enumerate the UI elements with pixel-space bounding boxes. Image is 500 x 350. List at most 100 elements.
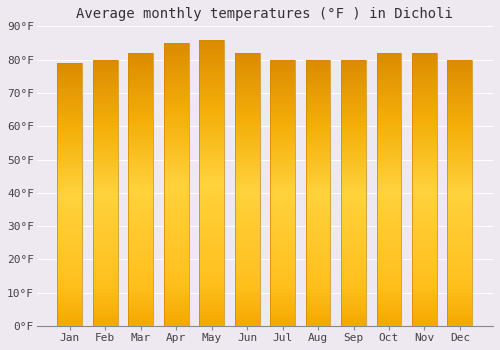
Bar xyxy=(270,253,295,256)
Bar xyxy=(164,213,188,216)
Bar xyxy=(341,76,366,79)
Bar xyxy=(270,60,295,63)
Bar xyxy=(93,286,118,289)
Bar xyxy=(128,251,153,254)
Bar xyxy=(448,149,472,153)
Bar xyxy=(164,241,188,245)
Bar xyxy=(128,84,153,87)
Bar xyxy=(412,292,437,295)
Bar xyxy=(128,176,153,179)
Bar xyxy=(448,93,472,96)
Bar xyxy=(164,238,188,241)
Bar xyxy=(235,87,260,91)
Bar xyxy=(200,97,224,100)
Bar xyxy=(235,200,260,203)
Bar xyxy=(306,236,330,239)
Bar xyxy=(306,126,330,130)
Bar xyxy=(235,91,260,94)
Bar xyxy=(448,203,472,206)
Bar xyxy=(448,66,472,70)
Bar xyxy=(306,273,330,276)
Bar xyxy=(448,183,472,186)
Bar xyxy=(270,130,295,133)
Bar xyxy=(93,110,118,113)
Bar xyxy=(448,210,472,213)
Bar xyxy=(58,109,82,112)
Bar xyxy=(58,185,82,188)
Bar xyxy=(128,74,153,77)
Bar xyxy=(93,243,118,246)
Bar xyxy=(58,280,82,284)
Bar xyxy=(341,156,366,160)
Bar xyxy=(306,130,330,133)
Bar xyxy=(235,66,260,70)
Bar xyxy=(341,236,366,239)
Bar xyxy=(93,246,118,250)
Bar xyxy=(270,173,295,176)
Bar xyxy=(58,66,82,70)
Bar xyxy=(164,252,188,255)
Bar xyxy=(58,270,82,273)
Bar xyxy=(341,256,366,259)
Bar xyxy=(270,133,295,136)
Bar xyxy=(93,86,118,90)
Bar xyxy=(128,91,153,94)
Bar xyxy=(448,96,472,99)
Bar xyxy=(128,196,153,200)
Bar xyxy=(376,313,402,316)
Bar xyxy=(58,116,82,119)
Bar xyxy=(306,113,330,116)
Bar xyxy=(58,284,82,287)
Bar xyxy=(306,270,330,273)
Bar xyxy=(341,176,366,180)
Bar xyxy=(235,323,260,326)
Bar xyxy=(412,196,437,200)
Bar xyxy=(412,74,437,77)
Bar xyxy=(200,144,224,147)
Bar xyxy=(448,189,472,193)
Bar xyxy=(93,279,118,283)
Bar xyxy=(128,210,153,214)
Bar xyxy=(58,214,82,218)
Bar xyxy=(448,99,472,103)
Bar xyxy=(164,273,188,276)
Bar xyxy=(235,80,260,84)
Bar xyxy=(270,233,295,236)
Bar xyxy=(93,300,118,303)
Bar xyxy=(341,180,366,183)
Bar xyxy=(270,236,295,239)
Bar xyxy=(341,300,366,303)
Bar xyxy=(270,156,295,160)
Bar xyxy=(448,276,472,279)
Bar xyxy=(306,196,330,200)
Bar xyxy=(341,79,366,83)
Bar xyxy=(306,289,330,293)
Bar xyxy=(376,80,402,84)
Bar xyxy=(412,162,437,166)
Bar xyxy=(341,203,366,206)
Bar xyxy=(448,239,472,243)
Bar xyxy=(412,53,437,56)
Bar xyxy=(128,77,153,80)
Bar xyxy=(448,246,472,250)
Bar xyxy=(448,289,472,293)
Bar xyxy=(235,159,260,162)
Bar xyxy=(412,53,437,326)
Bar xyxy=(270,243,295,246)
Bar xyxy=(164,284,188,287)
Bar xyxy=(448,306,472,309)
Bar xyxy=(448,186,472,189)
Bar xyxy=(448,143,472,146)
Bar xyxy=(412,231,437,234)
Bar xyxy=(200,204,224,208)
Bar xyxy=(128,169,153,173)
Bar xyxy=(412,302,437,306)
Bar xyxy=(235,247,260,251)
Bar xyxy=(306,223,330,226)
Bar xyxy=(306,279,330,283)
Bar xyxy=(128,107,153,111)
Bar xyxy=(341,93,366,96)
Bar xyxy=(200,65,224,68)
Bar xyxy=(235,220,260,224)
Bar xyxy=(128,159,153,162)
